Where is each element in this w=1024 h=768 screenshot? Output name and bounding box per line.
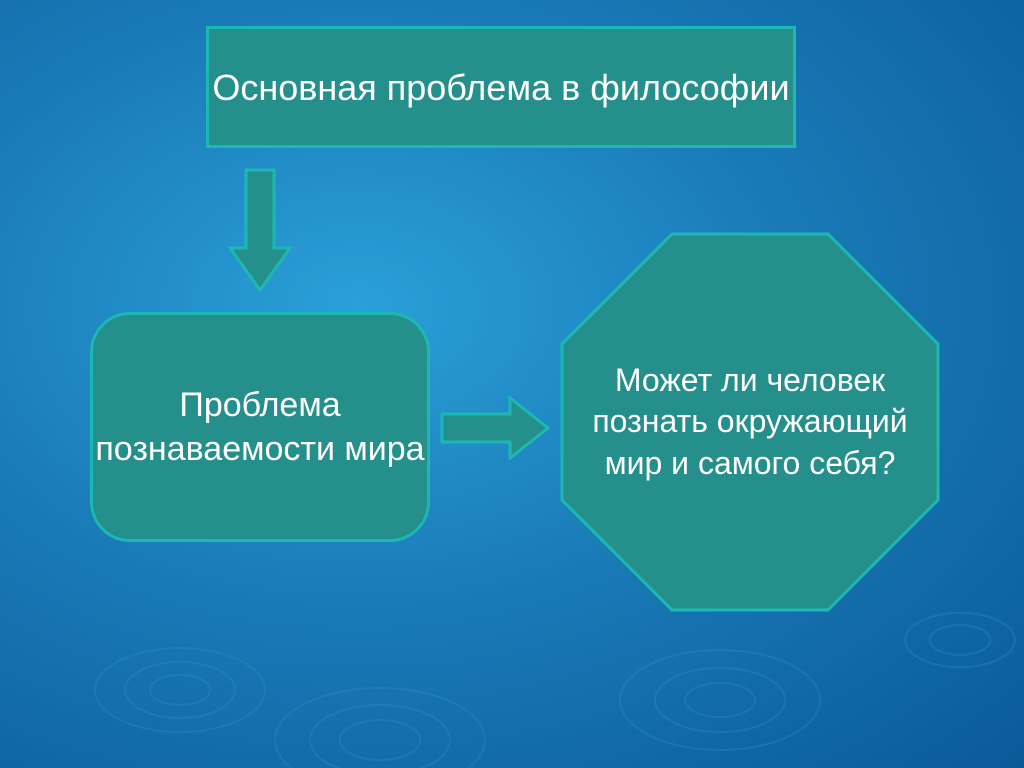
arrow-down (228, 168, 292, 292)
title-text: Основная проблема в философии (212, 65, 789, 110)
arrow-right-icon (440, 396, 550, 460)
title-box: Основная проблема в философии (206, 26, 796, 148)
octagon-text: Может ли человек познать окружающий мир … (560, 360, 940, 485)
arrow-down-icon (228, 168, 292, 292)
octagon-box: Может ли человек познать окружающий мир … (560, 232, 940, 612)
left-box-text: Проблема познаваемости мира (93, 383, 427, 471)
arrow-right (440, 396, 550, 460)
left-box: Проблема познаваемости мира (90, 312, 430, 542)
